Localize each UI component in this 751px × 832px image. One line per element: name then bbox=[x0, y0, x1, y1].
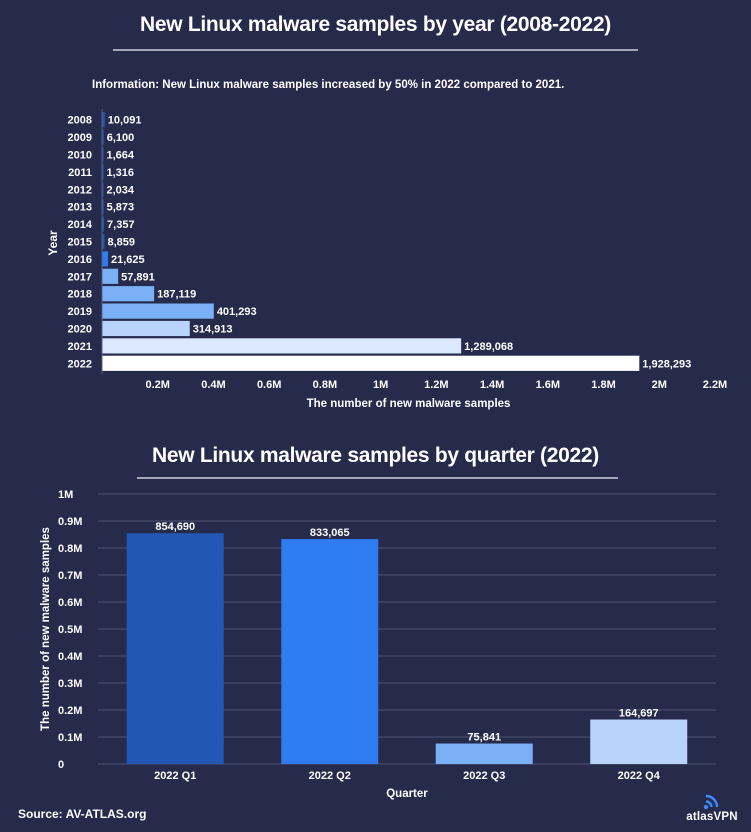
y-tick-label: 1M bbox=[58, 489, 73, 501]
value-label: 7,357 bbox=[107, 219, 135, 231]
value-label: 6,100 bbox=[107, 132, 135, 144]
year-label: 2011 bbox=[68, 167, 92, 179]
y-axis-title: Year bbox=[46, 230, 60, 256]
x-axis-title: The number of new malware samples bbox=[307, 398, 511, 410]
y-axis-title: The number of new malware samples bbox=[40, 527, 52, 731]
year-label: 2015 bbox=[68, 237, 92, 249]
x-tick-label: 1.2M bbox=[424, 379, 448, 391]
y-tick-label: 0.7M bbox=[58, 570, 82, 582]
year-label: 2021 bbox=[68, 341, 92, 353]
bar-2008 bbox=[102, 112, 105, 128]
year-label: 2016 bbox=[68, 254, 92, 266]
bar-2022-q4 bbox=[590, 719, 688, 764]
year-label: 2013 bbox=[68, 202, 92, 214]
bar-2016 bbox=[102, 251, 109, 267]
x-tick-label: 1.6M bbox=[536, 379, 560, 391]
x-tick-label: 1.8M bbox=[591, 379, 615, 391]
y-tick-label: 0.5M bbox=[58, 624, 82, 636]
x-tick-label: 1M bbox=[373, 379, 388, 391]
bar-2021 bbox=[102, 338, 462, 354]
source-note: Source: AV-ATLAS.org bbox=[18, 807, 147, 821]
bar-2017 bbox=[102, 268, 119, 284]
wifi-signal-icon bbox=[703, 794, 719, 810]
x-tick-label: 0.4M bbox=[201, 379, 225, 391]
x-tick-label: 2022 Q2 bbox=[309, 770, 351, 782]
bar-2022-q1 bbox=[126, 533, 224, 764]
value-label: 164,697 bbox=[619, 708, 659, 720]
y-tick-label: 0.8M bbox=[58, 543, 82, 555]
y-tick-label: 0.2M bbox=[58, 705, 82, 717]
title-underline-quarterly bbox=[137, 477, 618, 479]
value-label: 1,664 bbox=[107, 150, 135, 162]
bar-2009 bbox=[102, 129, 104, 145]
value-label: 314,913 bbox=[193, 324, 233, 336]
year-label: 2010 bbox=[68, 150, 92, 162]
value-label: 401,293 bbox=[217, 306, 257, 318]
value-label: 57,891 bbox=[121, 271, 155, 283]
value-label: 1,928,293 bbox=[642, 358, 691, 370]
y-tick-label: 0 bbox=[58, 759, 64, 771]
x-tick-label: 2022 Q4 bbox=[618, 770, 661, 782]
bar-2022-q2 bbox=[281, 539, 379, 764]
year-label: 2009 bbox=[68, 132, 92, 144]
bar-2014 bbox=[102, 216, 105, 232]
year-label: 2022 bbox=[68, 358, 92, 370]
bar-2013 bbox=[102, 199, 104, 215]
bar-2011 bbox=[102, 164, 104, 180]
year-label: 2014 bbox=[68, 219, 93, 231]
x-tick-label: 2022 Q3 bbox=[463, 770, 505, 782]
y-tick-label: 0.4M bbox=[58, 651, 82, 663]
year-label: 2019 bbox=[68, 306, 92, 318]
brand-logo: atlasVPN bbox=[684, 792, 740, 823]
y-tick-label: 0.1M bbox=[58, 732, 82, 744]
quarterly-bar-chart: 0 0.1M 0.2M 0.3M 0.4M 0.5M 0.6M 0.7M 0.8M 0.9M 1M 8… bbox=[40, 489, 716, 800]
brand-name: atlasVPN bbox=[686, 811, 738, 823]
y-tick-label: 0.3M bbox=[58, 678, 82, 690]
value-label: 2,034 bbox=[107, 184, 135, 196]
chart-title-yearly: New Linux malware samples by year (2008-… bbox=[140, 13, 611, 36]
x-tick-label: 0.6M bbox=[257, 379, 281, 391]
year-label: 2008 bbox=[68, 115, 92, 127]
bar-2019 bbox=[102, 303, 214, 319]
bar-2022-q3 bbox=[435, 743, 533, 764]
value-label: 1,316 bbox=[107, 167, 135, 179]
info-note: Information: New Linux malware samples i… bbox=[92, 79, 565, 91]
x-tick-label: 2022 Q1 bbox=[154, 770, 196, 782]
y-tick-label: 0.6M bbox=[58, 597, 82, 609]
value-label: 833,065 bbox=[310, 527, 350, 539]
x-tick-label: 2.2M bbox=[703, 379, 727, 391]
value-label: 8,859 bbox=[107, 237, 135, 249]
bar-2015 bbox=[102, 233, 105, 250]
year-label: 2012 bbox=[68, 184, 92, 196]
value-label: 854,690 bbox=[155, 521, 195, 533]
value-label: 5,873 bbox=[107, 202, 135, 214]
title-underline-yearly bbox=[113, 49, 638, 51]
bar-2010 bbox=[102, 146, 104, 163]
bar-2018 bbox=[102, 286, 155, 302]
value-label: 75,841 bbox=[467, 732, 501, 744]
y-tick-label: 0.9M bbox=[58, 516, 82, 528]
value-label: 1,289,068 bbox=[464, 341, 513, 353]
x-tick-label: 1.4M bbox=[480, 379, 504, 391]
bar-2012 bbox=[102, 181, 104, 197]
value-label: 21,625 bbox=[111, 254, 145, 266]
bar-2022 bbox=[102, 355, 640, 371]
bar-2020 bbox=[102, 320, 190, 337]
x-axis-title: Quarter bbox=[386, 788, 428, 800]
chart-title-quarterly: New Linux malware samples by quarter (20… bbox=[152, 444, 599, 467]
value-label: 187,119 bbox=[157, 289, 196, 301]
year-label: 2018 bbox=[68, 289, 92, 301]
x-tick-label: 0.8M bbox=[313, 379, 337, 391]
year-label: 2020 bbox=[68, 324, 92, 336]
x-tick-label: 2M bbox=[652, 379, 667, 391]
value-label: 10,091 bbox=[108, 115, 142, 127]
year-label: 2017 bbox=[68, 271, 92, 283]
x-tick-label: 0.2M bbox=[145, 379, 169, 391]
yearly-bar-chart: 2008 10,091 2009 6,100 2010 1,664 2011 1,316 201… bbox=[46, 109, 727, 410]
